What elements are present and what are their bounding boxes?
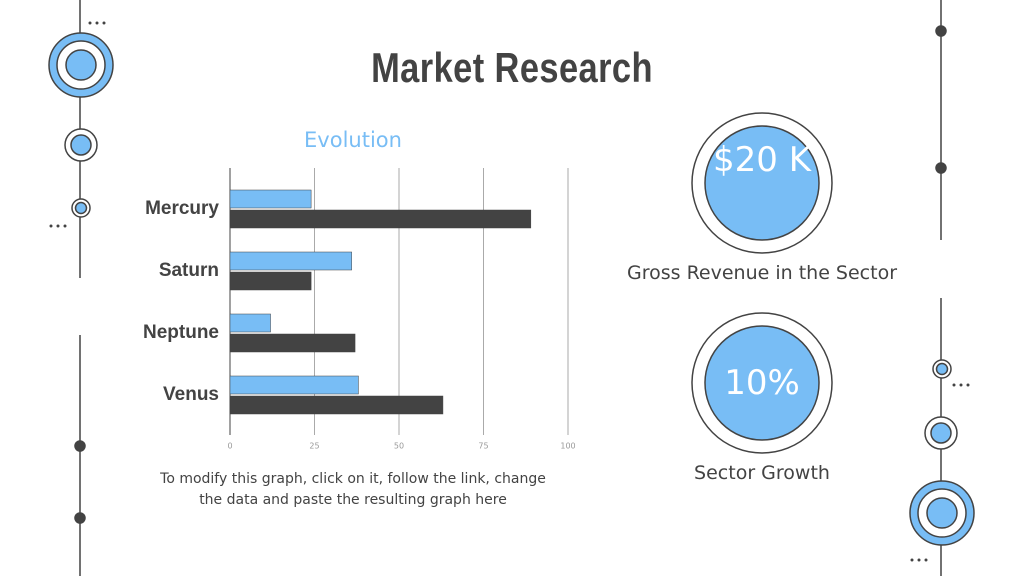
stat-value: $20 K: [713, 140, 811, 180]
y-tick-label: Neptune: [143, 322, 219, 343]
y-tick-label: Mercury: [145, 198, 219, 219]
slide-title: Market Research: [371, 44, 653, 91]
note: To modify this graph, click on it, follo…: [160, 471, 546, 508]
deco-dot: [959, 383, 963, 387]
deco-dot: [74, 440, 86, 452]
x-tick-label: 25: [309, 442, 319, 451]
deco-dot: [966, 383, 970, 387]
deco-circle: [926, 497, 958, 529]
chart-title: Evolution: [304, 128, 402, 152]
deco-circle: [70, 134, 92, 156]
bar: [229, 313, 271, 333]
deco-dot: [935, 162, 947, 174]
plot: 0 25 50 75 100 Mercury Saturn Neptune Venus: [143, 168, 576, 451]
bar: [229, 395, 444, 415]
stat-label: Gross Revenue in the Sector: [626, 262, 898, 284]
stat-circle: [704, 125, 820, 241]
deco-dot: [74, 512, 86, 524]
bar: [229, 209, 532, 229]
deco-dot: [924, 558, 928, 562]
stat-value: 10%: [724, 363, 800, 403]
bar: [229, 189, 312, 209]
deco-ellipses: [49, 21, 970, 562]
deco-dot: [49, 224, 53, 228]
deco-dot: [56, 224, 60, 228]
deco-circle: [74, 201, 88, 215]
deco-dot: [935, 25, 947, 37]
x-tick-label: 100: [560, 442, 575, 451]
deco-dot: [102, 21, 106, 25]
deco-dot: [917, 558, 921, 562]
y-tick-label: Venus: [163, 384, 219, 405]
decorations: [48, 0, 975, 576]
deco-dot: [95, 21, 99, 25]
bar: [229, 375, 359, 395]
deco-circle: [935, 362, 949, 376]
deco-dot: [910, 558, 914, 562]
x-tick-label: 50: [394, 442, 404, 451]
deco-circle: [65, 49, 97, 81]
deco-dot: [88, 21, 92, 25]
x-tick-label: 75: [478, 442, 488, 451]
bar: [229, 333, 356, 353]
bar: [229, 251, 352, 271]
deco-dot: [63, 224, 67, 228]
y-tick-label: Saturn: [159, 260, 219, 281]
x-tick-label: 0: [227, 442, 232, 451]
deco-circle: [930, 422, 952, 444]
bar: [229, 271, 312, 291]
deco-dot: [952, 383, 956, 387]
stat-label: Sector Growth: [694, 462, 830, 484]
stat-circle: [704, 325, 820, 441]
